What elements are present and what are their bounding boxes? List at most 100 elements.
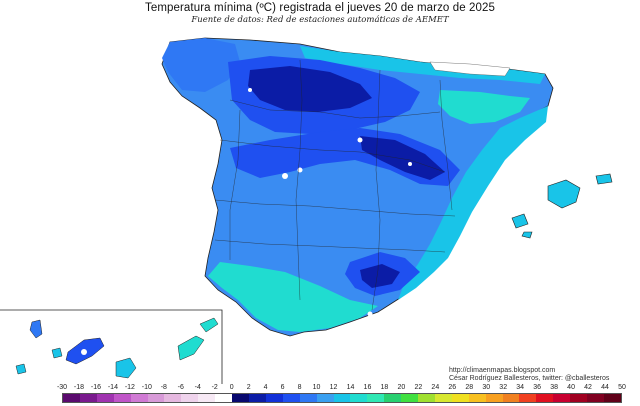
legend-color-cell (367, 394, 385, 402)
legend-color-cell (147, 394, 165, 402)
legend-color-cell (215, 394, 233, 402)
legend-tick-label: 34 (516, 384, 525, 391)
legend-tick-label: 24 (431, 384, 440, 391)
legend-tick-label: 18 (380, 384, 389, 391)
legend-color-cell (485, 394, 503, 402)
legend-tick-label: 14 (346, 384, 355, 391)
legend-color-cell (570, 394, 588, 402)
legend-color-scale (62, 393, 622, 403)
legend-tick-label: 8 (297, 384, 302, 391)
legend-color-cell (553, 394, 571, 402)
ibiza-island (511, 213, 529, 229)
legend-tick-label: -30 (56, 384, 68, 391)
legend-color-cell (333, 394, 351, 402)
lanzarote-island (199, 317, 219, 333)
legend-tick-label: 16 (363, 384, 372, 391)
legend-color-cell (232, 394, 249, 402)
el-hierro-island (15, 363, 27, 375)
formentera-island (521, 231, 533, 239)
legend-color-cell (434, 394, 452, 402)
legend-color-cell (604, 394, 621, 402)
legend-tick-label: 12 (329, 384, 338, 391)
legend-color-cell (587, 394, 604, 402)
canary-inset-frame (0, 309, 223, 384)
legend-tick-label: 38 (550, 384, 559, 391)
legend-color-cell (248, 394, 266, 402)
legend-tick-label: 20 (397, 384, 406, 391)
frost-spot (408, 162, 412, 166)
legend-color-cell (96, 394, 114, 402)
legend-tick-label: -16 (90, 384, 101, 391)
galicia-zone (162, 38, 240, 92)
legend-color-cell (299, 394, 317, 402)
legend-color-cell (282, 394, 300, 402)
legend-tick-label: 50 (618, 384, 626, 391)
legend-color-cell (418, 394, 435, 402)
frost-spot (248, 88, 252, 92)
blog-url: http://climaenmapas.blogspot.com (449, 367, 556, 374)
menorca-island (595, 173, 613, 185)
legend-color-cell (451, 394, 469, 402)
legend-color-cell (401, 394, 419, 402)
southern-coast-zone (208, 262, 378, 332)
legend-tick-label: 26 (448, 384, 457, 391)
legend-tick-label: 22 (414, 384, 423, 391)
data-source: Fuente de datos: Red de estaciones autom… (191, 15, 449, 25)
legend-tick-label: 28 (465, 384, 474, 391)
frost-spot (282, 173, 288, 179)
legend-color-cell (384, 394, 402, 402)
pyrenees-frost (429, 61, 511, 77)
legend-color-cell (181, 394, 199, 402)
legend-tick-label: -10 (141, 384, 152, 391)
region-borders (214, 59, 456, 311)
legend-color-cell (468, 394, 486, 402)
legend-tick-label: 30 (482, 384, 491, 391)
author-credit: César Rodríguez Ballesteros, twitter: @c… (449, 375, 610, 382)
sierra-nevada-deep-cold (360, 264, 400, 288)
legend-color-cell (350, 394, 368, 402)
teide-frost (81, 349, 87, 355)
legend-tick-label: 32 (499, 384, 508, 391)
legend-tick-label: 40 (567, 384, 575, 391)
legend-tick-labels: -30 -18 -16 -14 -12 -10 -8 -6 -4 -2 0 2 4 6 8 10 12 14 16 1… (56, 384, 638, 394)
legend-tick-label: 2 (246, 384, 251, 391)
legend-color-cell (265, 394, 283, 402)
legend-color-cell (316, 394, 334, 402)
legend-tick-label: -18 (73, 384, 85, 391)
legend-color-cell (164, 394, 182, 402)
frost-spot (367, 311, 373, 317)
legend-tick-label: 36 (533, 384, 542, 391)
legend-color-cell (536, 394, 554, 402)
central-mountains-cold (230, 128, 460, 186)
legend-tick-label: 42 (584, 384, 592, 391)
la-palma-island (29, 319, 43, 339)
legend-tick-label: -6 (177, 384, 184, 391)
northern-deep-cold (248, 66, 372, 112)
legend-tick-label: 0 (229, 384, 234, 391)
legend-color-cell (502, 394, 520, 402)
frost-spot (357, 137, 363, 143)
legend-tick-label: -8 (160, 384, 167, 391)
legend-color-cell (198, 394, 216, 402)
legend-color-cell (79, 394, 97, 402)
legend-color-cell (519, 394, 537, 402)
legend-tick-label: 10 (312, 384, 321, 391)
legend-tick-label: -4 (194, 384, 201, 391)
legend-color-cell (63, 394, 80, 402)
legend-tick-label: -14 (107, 384, 118, 391)
legend-tick-label: -12 (124, 384, 135, 391)
map-title: Temperatura mínima (ºC) registrada el ju… (144, 2, 495, 14)
legend-tick-label: 4 (263, 384, 268, 391)
la-gomera-island (51, 347, 63, 359)
mallorca-island (547, 179, 581, 209)
fuerteventura-island (177, 335, 205, 361)
legend-tick-label: 44 (601, 384, 609, 391)
ebro-valley-zone (438, 90, 530, 124)
gran-canaria-island (115, 357, 137, 379)
legend-color-cell (113, 394, 131, 402)
legend-tick-label: 6 (280, 384, 285, 391)
iberian-system-deep-cold (360, 136, 445, 180)
legend-tick-label: -2 (211, 384, 218, 391)
legend-color-cell (130, 394, 148, 402)
